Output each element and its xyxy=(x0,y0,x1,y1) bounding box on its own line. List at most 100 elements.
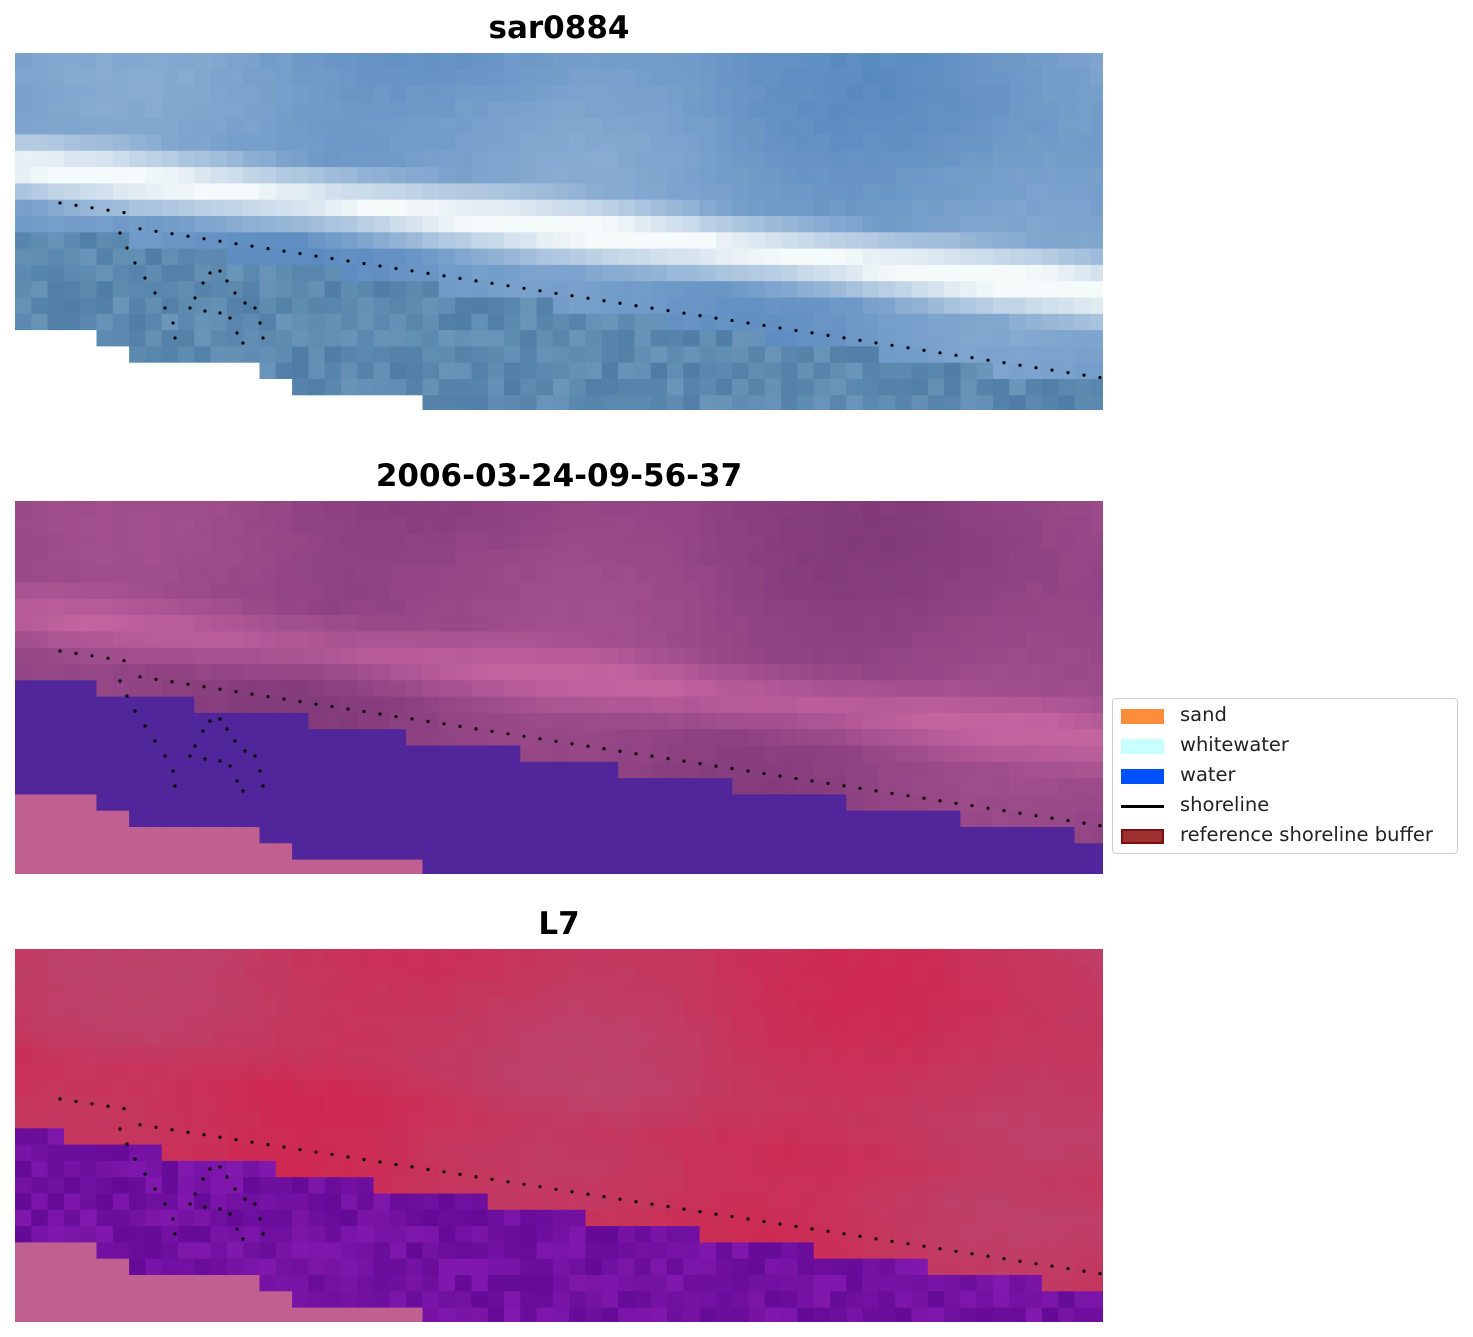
pixel-cell xyxy=(357,582,375,600)
shoreline-point xyxy=(586,744,590,748)
pixel-cell xyxy=(1041,1112,1059,1129)
pixel-cell xyxy=(1009,566,1027,584)
pixel-cell xyxy=(895,981,913,999)
pixel-cell xyxy=(650,183,668,201)
pixel-cell xyxy=(438,566,456,584)
shoreline-point xyxy=(133,261,137,265)
pixel-cell xyxy=(699,183,717,201)
pixel-cell xyxy=(748,1258,766,1276)
pixel-cell xyxy=(406,150,424,168)
shoreline-point xyxy=(314,1150,318,1154)
pixel-cell xyxy=(634,843,652,861)
pixel-cell xyxy=(210,1014,228,1032)
pixel-cell xyxy=(96,997,114,1015)
pixel-cell xyxy=(1058,647,1076,665)
pixel-cell xyxy=(944,1275,961,1292)
pixel-cell xyxy=(683,827,701,844)
pixel-cell xyxy=(520,199,538,217)
pixel-cell xyxy=(830,1144,847,1162)
pixel-cell xyxy=(504,712,521,730)
pixel-cell xyxy=(1009,533,1027,551)
pixel-cell xyxy=(341,362,358,380)
pixel-cell xyxy=(993,1209,1010,1227)
pixel-cell xyxy=(569,1046,587,1064)
pixel-cell xyxy=(1074,101,1092,119)
pixel-cell xyxy=(715,997,733,1015)
pixel-cell xyxy=(243,1160,261,1178)
pixel-cell xyxy=(618,69,635,87)
pixel-cell xyxy=(569,582,587,600)
pixel-cell xyxy=(927,794,945,812)
pixel-cell xyxy=(96,297,114,315)
pixel-cell xyxy=(47,1209,65,1227)
pixel-cell xyxy=(976,778,994,795)
pixel-cell xyxy=(259,615,277,632)
pixel-cell xyxy=(1074,297,1092,315)
pixel-cell xyxy=(178,1160,195,1178)
pixel-cell xyxy=(406,778,424,795)
pixel-cell xyxy=(31,264,49,282)
pixel-cell xyxy=(341,517,358,535)
pixel-cell xyxy=(520,615,538,632)
pixel-cell xyxy=(178,216,195,233)
pixel-cell xyxy=(438,1030,456,1048)
pixel-cell xyxy=(976,997,994,1015)
pixel-cell xyxy=(927,712,945,730)
pixel-cell xyxy=(1058,134,1076,152)
pixel-cell xyxy=(1074,827,1092,844)
pixel-cell xyxy=(1058,281,1076,299)
pixel-cell xyxy=(1058,843,1076,861)
pixel-cell xyxy=(1058,664,1076,681)
pixel-cell xyxy=(1025,827,1043,844)
pixel-cell xyxy=(96,533,114,551)
pixel-cell xyxy=(862,362,880,380)
pixel-cell xyxy=(911,533,929,551)
pixel-cell xyxy=(422,101,440,119)
pixel-cell xyxy=(1090,1095,1103,1113)
pixel-cell xyxy=(911,810,929,828)
pixel-cell xyxy=(748,199,766,217)
shoreline-point xyxy=(826,333,830,337)
pixel-cell xyxy=(455,549,472,567)
pixel-cell xyxy=(520,1209,538,1227)
pixel-cell xyxy=(96,810,114,828)
shoreline-point xyxy=(218,311,222,315)
pixel-cell xyxy=(1074,549,1092,567)
pixel-cell xyxy=(373,167,391,184)
pixel-cell xyxy=(781,395,798,410)
pixel-cell xyxy=(895,167,913,184)
pixel-cell xyxy=(455,85,472,103)
pixel-cell xyxy=(618,1291,635,1309)
pixel-cell xyxy=(813,827,831,844)
pixel-cell xyxy=(1090,183,1103,201)
pixel-cell xyxy=(1074,664,1092,681)
pixel-cell xyxy=(1009,313,1027,331)
pixel-cell xyxy=(422,150,440,168)
pixel-cell xyxy=(243,859,261,874)
pixel-cell xyxy=(438,729,456,747)
pixel-cell xyxy=(226,1160,244,1178)
pixel-cell xyxy=(862,313,880,331)
pixel-cell xyxy=(308,1291,326,1309)
pixel-cell xyxy=(944,1160,961,1178)
pixel-cell xyxy=(618,582,635,600)
pixel-cell xyxy=(292,1063,309,1080)
pixel-cell xyxy=(145,965,163,983)
pixel-cell xyxy=(80,281,98,299)
pixel-cell xyxy=(357,167,375,184)
pixel-cell xyxy=(1009,1079,1027,1097)
pixel-cell xyxy=(341,281,358,299)
pixel-cell xyxy=(243,827,261,844)
pixel-cell xyxy=(112,167,130,184)
pixel-cell xyxy=(161,395,179,410)
pixel-cell xyxy=(830,517,847,535)
pixel-cell xyxy=(667,1209,684,1227)
pixel-cell xyxy=(1058,1160,1076,1178)
pixel-cell xyxy=(634,810,652,828)
pixel-cell xyxy=(324,379,342,396)
pixel-cell xyxy=(715,1030,733,1048)
pixel-cell xyxy=(683,533,701,551)
shoreline-point xyxy=(125,1142,129,1146)
pixel-cell xyxy=(830,1079,847,1097)
pixel-cell xyxy=(927,167,945,184)
